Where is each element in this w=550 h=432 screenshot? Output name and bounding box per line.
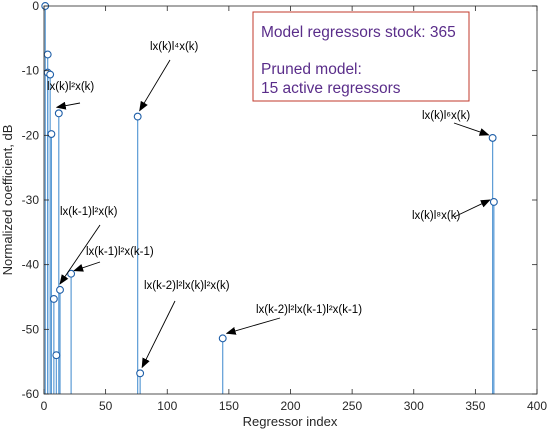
stem-marker [47, 130, 56, 138]
y-tick-label: -20 [22, 128, 40, 142]
annotation-arrow [141, 300, 176, 369]
annotation-label: lx(k-1)l²x(k) [60, 206, 118, 218]
y-axis-title: Normalized coefficient, dB [0, 125, 15, 276]
annotation-arrow [453, 199, 491, 218]
stem-marker [67, 269, 76, 278]
stem-marker [136, 369, 145, 378]
y-tick-label: -40 [22, 258, 40, 272]
annotation-arrow [139, 59, 171, 112]
y-tick-label: -60 [22, 387, 40, 401]
x-tick-label: 350 [465, 399, 485, 413]
annotation-label: lx(k-1)l²x(k-1) [86, 246, 154, 258]
tick-group: 0 50 100 150 200 250 300 350 400 0 -10 -20 -30 -40 -50… [22, 0, 548, 413]
x-tick-label: 400 [527, 399, 547, 413]
info-box-line-1: Model regressors stock: 365 [261, 24, 456, 41]
annotation-label: lx(k)l⁶x(k) [422, 110, 470, 122]
annotation-label: lx(k)l⁸x(k) [412, 210, 460, 222]
annotation-group: lx(k)l²x(k) lx(k)l⁴x(k) lx(k-1)l²x(k) lx(k-… [47, 41, 491, 369]
stem-marker [49, 294, 58, 303]
x-tick-label: 0 [41, 399, 48, 413]
stem-marker [218, 334, 227, 343]
stem-marker [488, 133, 497, 142]
stem-marker [54, 109, 63, 118]
annotation-arrow [453, 122, 490, 136]
annotation-label: lx(k)l²x(k) [47, 81, 94, 93]
y-tick-label: 0 [32, 0, 39, 13]
info-box: Model regressors stock: 365 Pruned model… [252, 11, 470, 102]
stem-marker [46, 70, 55, 79]
annotation-arrow [73, 261, 101, 272]
x-tick-label: 250 [342, 399, 362, 413]
y-tick-label: -50 [22, 322, 40, 336]
info-box-frame [252, 11, 470, 102]
stem-marker [52, 351, 61, 360]
x-tick-label: 50 [99, 399, 113, 413]
info-box-line-3: 15 active regressors [261, 80, 401, 97]
x-tick-label: 200 [280, 399, 300, 413]
x-tick-label: 100 [157, 399, 177, 413]
stem-marker [43, 50, 52, 59]
x-tick-label: 150 [219, 399, 239, 413]
stem-marker [56, 285, 64, 294]
annotation-label: lx(k)l⁴x(k) [150, 41, 199, 53]
y-tick-label: -30 [22, 193, 40, 207]
y-tick-label: -10 [22, 64, 40, 78]
x-axis-title: Regressor index [243, 414, 338, 429]
annotation-arrow [225, 317, 281, 335]
stem-group [44, 6, 495, 394]
stem-marker [489, 197, 498, 206]
annotation-label: lx(k-2)l²lx(k)l²x(k) [144, 280, 230, 292]
x-tick-label: 300 [404, 399, 424, 413]
annotation-arrow [55, 101, 81, 110]
annotation-arrow [59, 224, 101, 285]
stem-marker [133, 112, 142, 121]
annotation-label: lx(k-2)l²lx(k-1)l²x(k-1) [256, 304, 362, 316]
info-box-line-2: Pruned model: [261, 61, 362, 78]
